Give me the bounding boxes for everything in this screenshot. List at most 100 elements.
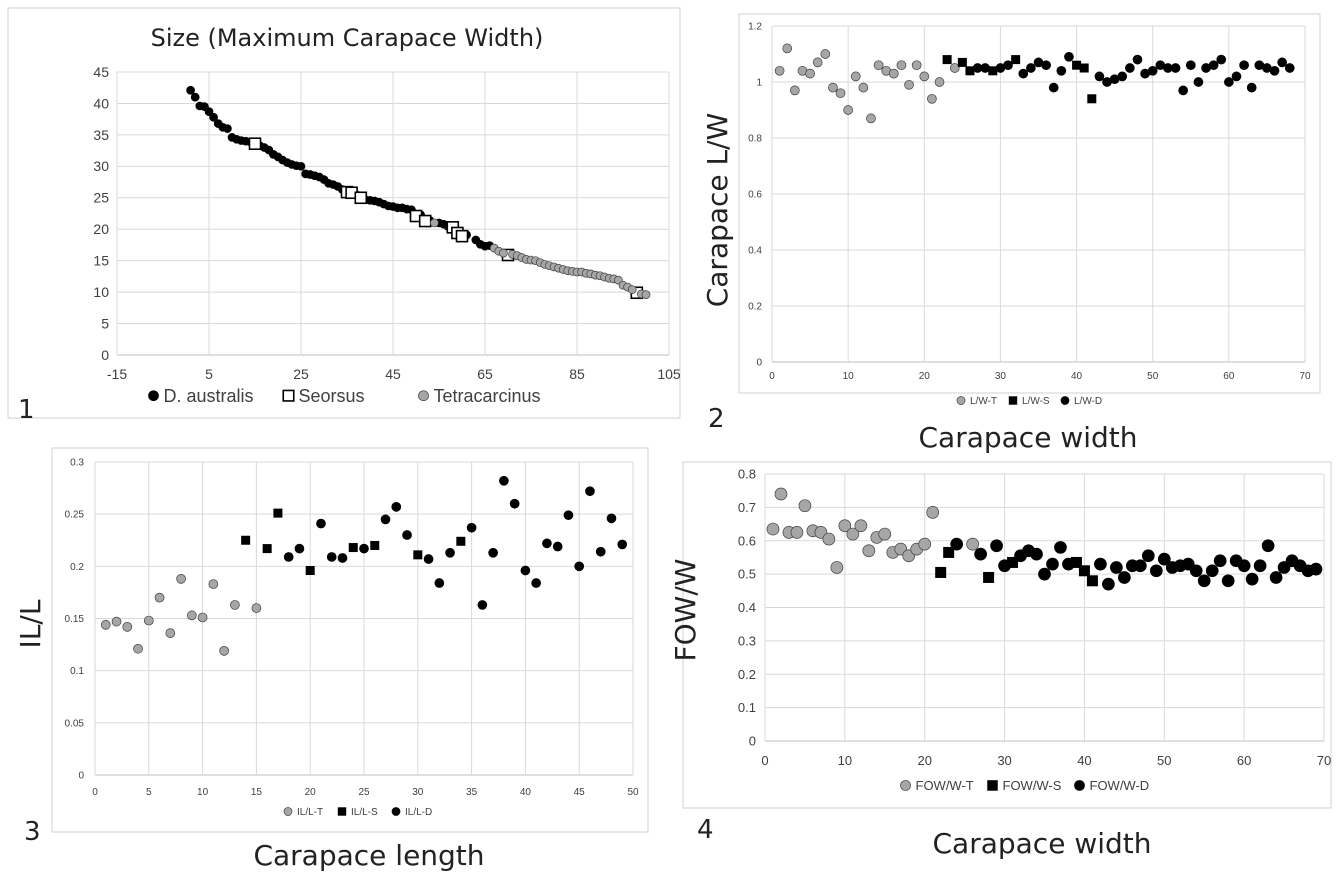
legend-label: FOW/W-D bbox=[1090, 778, 1150, 793]
chart-frame bbox=[738, 13, 1321, 394]
data-point bbox=[563, 510, 574, 521]
legend-label: IL/L-S bbox=[351, 807, 378, 818]
data-point bbox=[950, 537, 964, 551]
y-tick-label: 10 bbox=[93, 284, 109, 300]
chart-frame bbox=[7, 7, 681, 419]
data-point bbox=[585, 486, 595, 497]
data-point bbox=[828, 82, 838, 93]
x-tick-label: 10 bbox=[843, 371, 855, 382]
y-tick-label: 5 bbox=[101, 315, 109, 331]
data-point bbox=[1094, 71, 1105, 82]
legend-label: FOW/W-S bbox=[1003, 778, 1062, 793]
data-point bbox=[1309, 562, 1323, 576]
series-l-w-t bbox=[774, 43, 960, 124]
data-point bbox=[957, 57, 967, 67]
data-point bbox=[1125, 63, 1135, 73]
data-point bbox=[943, 546, 955, 558]
legend: D. australis Seorsus Tetracarcinus bbox=[148, 386, 541, 406]
data-point bbox=[305, 566, 315, 576]
x-tick-label: 50 bbox=[1157, 753, 1171, 768]
y-tick-label: 0.5 bbox=[738, 567, 756, 582]
y-tick-label: 0.3 bbox=[738, 633, 756, 648]
data-point bbox=[1157, 552, 1171, 566]
data-point bbox=[1261, 539, 1275, 553]
data-point bbox=[1245, 572, 1259, 586]
x-tick-label: 5 bbox=[205, 366, 213, 382]
data-point bbox=[552, 541, 563, 552]
x-tick-label: 20 bbox=[917, 753, 931, 768]
data-point bbox=[1208, 60, 1219, 71]
data-point bbox=[434, 578, 445, 588]
data-point bbox=[942, 55, 952, 65]
data-point bbox=[296, 161, 306, 171]
data-point bbox=[1170, 63, 1181, 73]
data-point bbox=[176, 574, 186, 584]
x-tick-label: 40 bbox=[1071, 371, 1083, 382]
legend-label: L/W-T bbox=[970, 396, 997, 407]
data-point bbox=[1030, 547, 1043, 561]
x-tick-label: 30 bbox=[995, 371, 1007, 382]
y-tick-label: 25 bbox=[93, 190, 109, 206]
data-point bbox=[204, 107, 214, 116]
data-point bbox=[273, 508, 283, 518]
data-point bbox=[1231, 71, 1242, 82]
legend-label: IL/L-T bbox=[297, 807, 323, 818]
data-point bbox=[1141, 549, 1155, 563]
data-point bbox=[1011, 55, 1021, 65]
data-point bbox=[1102, 577, 1115, 591]
data-point bbox=[896, 60, 907, 71]
data-point bbox=[1132, 54, 1143, 65]
data-point bbox=[326, 552, 337, 562]
y-tick-label: 0.7 bbox=[738, 500, 756, 515]
data-point bbox=[1064, 51, 1074, 62]
data-point bbox=[774, 65, 785, 76]
series-tetracarcinus bbox=[430, 218, 651, 299]
data-point bbox=[850, 71, 861, 82]
data-point bbox=[782, 43, 793, 54]
data-point bbox=[988, 66, 998, 76]
data-point bbox=[445, 547, 455, 558]
data-point bbox=[1038, 567, 1051, 581]
data-point bbox=[413, 550, 423, 560]
x-tick-label: 85 bbox=[569, 366, 585, 382]
data-point bbox=[1205, 564, 1219, 578]
x-axis-label: Carapace width bbox=[918, 421, 1137, 454]
data-point bbox=[1118, 571, 1131, 584]
y-tick-label: 0 bbox=[749, 734, 756, 749]
data-point bbox=[380, 514, 391, 525]
x-tick-label: 50 bbox=[627, 787, 639, 798]
data-point bbox=[1056, 65, 1067, 76]
data-point bbox=[223, 124, 232, 133]
data-point bbox=[980, 63, 991, 73]
data-point bbox=[812, 57, 823, 68]
data-point bbox=[430, 218, 439, 228]
data-point bbox=[1185, 60, 1196, 71]
y-tick-label: 0.2 bbox=[738, 667, 756, 682]
data-point bbox=[966, 537, 979, 551]
chart-panel-2: 0 0.2 0.4 0.6 0.8 1 1.2 0 10 20 30 40 50 60 70 Carapace… bbox=[701, 13, 1321, 454]
data-point bbox=[197, 612, 208, 623]
y-tick-label: 0.2 bbox=[748, 302, 762, 313]
series-fow-w-t bbox=[766, 487, 979, 574]
y-tick-label: 0.25 bbox=[65, 510, 85, 521]
data-point bbox=[1018, 68, 1029, 79]
series-fow-w-d bbox=[950, 537, 1323, 591]
x-tick-label: 105 bbox=[657, 366, 681, 382]
data-point bbox=[1221, 574, 1235, 588]
data-point bbox=[111, 616, 122, 627]
x-tick-label: 0 bbox=[769, 371, 775, 382]
data-point bbox=[1213, 554, 1227, 568]
data-point bbox=[1284, 63, 1295, 73]
y-tick-label: 1 bbox=[756, 78, 762, 89]
y-tick-label: 0.8 bbox=[748, 134, 762, 145]
legend-marker bbox=[418, 390, 429, 402]
series-seorsus bbox=[248, 137, 644, 300]
legend-label: D. australis bbox=[164, 386, 254, 406]
x-tick-label: 15 bbox=[251, 787, 263, 798]
data-point bbox=[873, 60, 884, 71]
data-point bbox=[1054, 541, 1067, 554]
y-tick-label: 0.1 bbox=[70, 666, 84, 677]
y-tick-label: 0.3 bbox=[70, 458, 84, 469]
panel-number: 4 bbox=[697, 815, 714, 845]
data-point bbox=[520, 565, 531, 576]
